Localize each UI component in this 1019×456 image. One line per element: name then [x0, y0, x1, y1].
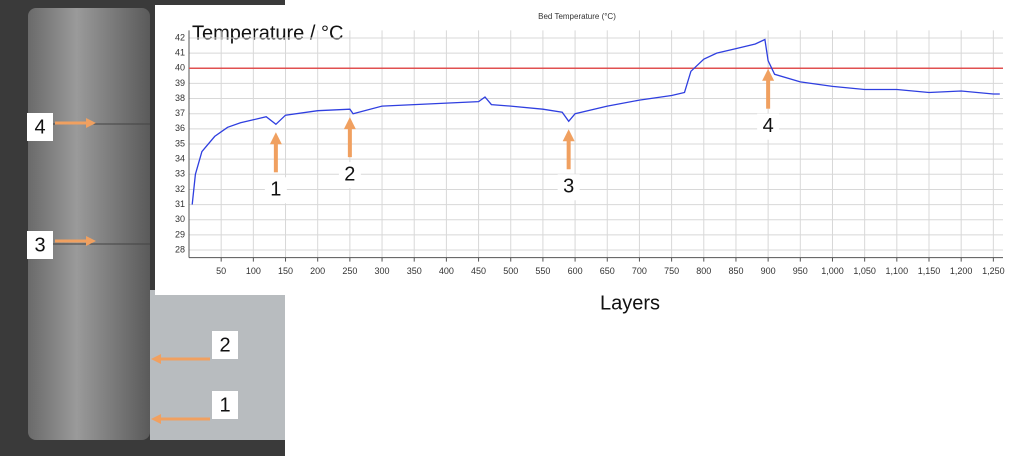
y-tick-label: 30 [175, 214, 185, 224]
annotation-arrow [269, 132, 282, 145]
annotation-arrow [343, 117, 356, 130]
x-tick-label: 600 [568, 266, 583, 276]
photo-label-box [212, 331, 238, 359]
photo-label: 4 [34, 116, 45, 138]
x-tick-label: 1,250 [982, 266, 1005, 276]
x-tick-label: 800 [696, 266, 711, 276]
photo-arrow [151, 354, 161, 364]
x-tick-label: 850 [728, 266, 743, 276]
annotation-arrow [762, 68, 775, 81]
chart-title: Bed Temperature (°C) [538, 12, 616, 21]
data-line [191, 38, 1000, 205]
photo-label: 1 [219, 394, 230, 416]
y-tick-label: 38 [175, 93, 185, 103]
y-tick-label: 34 [175, 154, 185, 164]
x-tick-label: 250 [342, 266, 357, 276]
x-tick-label: 1,000 [821, 266, 844, 276]
x-tick-label: 900 [761, 266, 776, 276]
y-tick-label: 37 [175, 108, 185, 118]
x-tick-label: 550 [535, 266, 550, 276]
y-axis-label: Temperature / °C [192, 22, 343, 44]
annotation-label: 3 [563, 176, 574, 198]
y-tick-label: 39 [175, 78, 185, 88]
y-tick-label: 36 [175, 123, 185, 133]
y-tick-label: 28 [175, 244, 185, 254]
x-tick-label: 150 [278, 266, 293, 276]
x-tick-label: 650 [600, 266, 615, 276]
photo-cylinder [28, 8, 150, 440]
annotation-box [757, 113, 780, 140]
x-axis-label: Layers [600, 292, 660, 314]
x-tick-label: 50 [216, 266, 226, 276]
y-tick-label: 33 [175, 169, 185, 179]
x-tick-label: 1,050 [853, 266, 876, 276]
photo-label: 3 [34, 234, 45, 256]
photo-label: 2 [219, 334, 230, 356]
x-tick-label: 950 [793, 266, 808, 276]
y-tick-label: 42 [175, 32, 185, 42]
photo-arrow [86, 118, 96, 128]
x-tick-label: 750 [664, 266, 679, 276]
y-tick-label: 41 [175, 47, 185, 57]
y-tick-label: 35 [175, 138, 185, 148]
y-tick-label: 29 [175, 229, 185, 239]
y-tick-label: 31 [175, 199, 185, 209]
x-tick-label: 450 [471, 266, 486, 276]
x-tick-label: 1,150 [918, 266, 941, 276]
x-tick-label: 1,200 [950, 266, 973, 276]
x-tick-label: 350 [407, 266, 422, 276]
annotation-box [338, 162, 361, 189]
photo-arrow [151, 414, 161, 424]
annotation-box [264, 177, 287, 204]
annotation-arrow [562, 129, 575, 142]
x-tick-label: 1,100 [886, 266, 909, 276]
photo-arrow [86, 236, 96, 246]
x-tick-label: 200 [310, 266, 325, 276]
x-tick-label: 700 [632, 266, 647, 276]
annotation-label: 2 [344, 163, 355, 185]
photo-label-box [27, 113, 53, 141]
x-tick-label: 500 [503, 266, 518, 276]
x-tick-label: 100 [246, 266, 261, 276]
x-tick-label: 300 [375, 266, 390, 276]
annotation-label: 4 [763, 115, 774, 137]
y-tick-label: 40 [175, 63, 185, 73]
y-tick-label: 32 [175, 184, 185, 194]
annotation-box [557, 174, 580, 201]
chart-panel [155, 5, 1019, 295]
x-tick-label: 400 [439, 266, 454, 276]
photo-label-box [212, 391, 238, 419]
photo-label-box [27, 231, 53, 259]
annotation-label: 1 [270, 179, 281, 201]
